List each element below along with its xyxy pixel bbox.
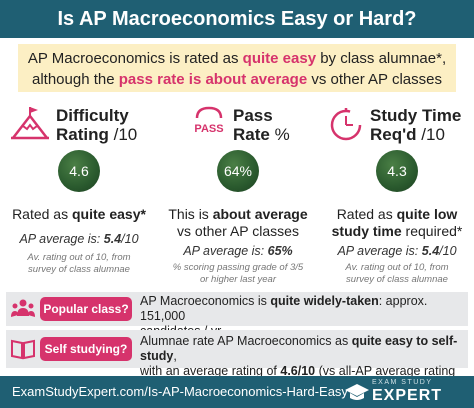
- study-verdict: Rated as quite low study time required*: [322, 206, 472, 240]
- difficulty-value-circle: 4.6: [58, 150, 100, 192]
- row-text-part: ,: [173, 349, 177, 363]
- row-text-highlight: quite easy to self-study: [140, 334, 458, 363]
- avg-label: AP average is:: [183, 244, 268, 258]
- heading-unit: /10: [416, 125, 445, 144]
- pass-verdict: This is about average vs other AP classes: [163, 206, 313, 240]
- pass-icon-text: PASS: [194, 123, 223, 135]
- pass-heading: Pass Rate %: [233, 106, 290, 144]
- verdict-highlight: quite easy*: [72, 206, 146, 222]
- stopwatch-icon: [330, 108, 362, 141]
- graduation-cap-icon: [345, 384, 369, 400]
- brand-top-text: EXAM STUDY: [372, 379, 433, 386]
- pass-rate-column: PASS Pass Rate % 64% This is about avera…: [159, 104, 315, 286]
- note-line-2: survey of class alumnae: [28, 264, 130, 275]
- intro-text: vs other AP classes: [307, 71, 442, 88]
- pass-value-circle: 64%: [217, 150, 259, 192]
- row-text-highlight: 4.6/10: [280, 364, 316, 378]
- avg-value: 5.4: [103, 232, 122, 246]
- verdict-text: Rated as: [12, 206, 72, 222]
- heading-line-1: Pass: [233, 106, 273, 125]
- heading-line-2: Rate: [233, 125, 270, 144]
- intro-box: AP Macroeconomics is rated as quite easy…: [18, 44, 456, 92]
- mountain-flag-icon: [11, 107, 49, 140]
- intro-highlight: pass rate is about average: [118, 71, 308, 88]
- intro-text: AP Macroeconomics is rated as: [27, 50, 243, 67]
- difficulty-verdict: Rated as quite easy*: [4, 206, 154, 223]
- verdict-highlight: about average: [212, 206, 308, 222]
- intro-line-1: AP Macroeconomics is rated as quite easy…: [18, 48, 456, 69]
- note-line-1: % scoring passing grade of 3/5: [172, 262, 304, 273]
- brand-name: EXPERT: [372, 387, 443, 404]
- note-line-2: or higher last year: [199, 274, 277, 285]
- pass-average: AP average is: 65%: [163, 244, 313, 258]
- verdict-text: required*: [401, 223, 463, 239]
- people-icon: [11, 299, 35, 317]
- title-bar: Is AP Macroeconomics Easy or Hard?: [0, 0, 474, 38]
- self-study-label: Self studying?: [40, 337, 132, 361]
- avg-unit: /10: [121, 232, 139, 246]
- row-text-part: Alumnae rate AP Macroeconomics as: [140, 334, 352, 348]
- heading-line-2: Req'd: [370, 125, 417, 144]
- heading-unit: /10: [108, 125, 138, 144]
- study-value-circle: 4.3: [376, 150, 418, 192]
- difficulty-column: Difficulty Rating /10 4.6 Rated as quite…: [0, 104, 156, 284]
- pass-note: % scoring passing grade of 3/5 or higher …: [163, 262, 313, 286]
- pass-badge-icon: PASS: [194, 106, 224, 135]
- row-text-part: with an average rating of: [140, 364, 281, 378]
- verdict-text: Rated as: [336, 206, 397, 222]
- avg-value: 5.4: [421, 244, 440, 258]
- difficulty-average: AP average is: 5.4/10: [4, 232, 154, 246]
- heading-line-1: Study Time: [370, 106, 462, 125]
- footer-bar: ExamStudyExpert.com/Is-AP-Macroeconomics…: [0, 376, 474, 408]
- avg-label: AP average is:: [337, 244, 422, 258]
- footer-url-link[interactable]: ExamStudyExpert.com/Is-AP-Macroeconomics…: [12, 384, 348, 399]
- study-heading: Study Time Req'd /10: [370, 106, 461, 144]
- avg-unit: /10: [439, 244, 457, 258]
- row-text-part: AP Macroeconomics is: [140, 294, 271, 308]
- note-line-1: Av. rating out of 10, from: [345, 262, 449, 273]
- row-text-highlight: quite widely-taken: [270, 294, 379, 308]
- note-line-2: survey of class alumnae: [346, 274, 448, 285]
- intro-text: by class alumnae*,: [316, 50, 447, 67]
- verdict-highlight: quite low: [396, 206, 458, 222]
- avg-value: 65%: [267, 244, 293, 258]
- difficulty-heading: Difficulty Rating /10: [56, 106, 137, 144]
- page-title: Is AP Macroeconomics Easy or Hard?: [57, 8, 417, 30]
- intro-text: although the: [32, 71, 119, 88]
- avg-label: AP average is:: [19, 232, 104, 246]
- heading-unit: %: [269, 125, 290, 144]
- popular-class-row: Popular class? AP Macroeconomics is quit…: [6, 292, 468, 338]
- brand-logo[interactable]: EXAM STUDY EXPERT: [344, 379, 464, 405]
- row-text-part: : approx. 151,000: [140, 294, 428, 323]
- popular-class-label: Popular class?: [40, 297, 132, 321]
- verdict-highlight: study time: [331, 223, 402, 239]
- difficulty-note: Av. rating out of 10, from survey of clas…: [4, 252, 154, 276]
- intro-line-2: although the pass rate is about average …: [18, 69, 456, 90]
- verdict-text: vs other AP classes: [177, 223, 299, 239]
- note-line-1: Av. rating out of 10, from: [27, 252, 131, 263]
- open-book-icon: [11, 339, 35, 360]
- study-note: Av. rating out of 10, from survey of clas…: [322, 262, 472, 286]
- heading-line-1: Difficulty: [56, 106, 129, 125]
- study-average: AP average is: 5.4/10: [322, 244, 472, 258]
- intro-highlight: quite easy: [242, 50, 317, 67]
- verdict-text: This is: [168, 206, 213, 222]
- self-study-row: Self studying? Alumnae rate AP Macroecon…: [6, 330, 468, 393]
- heading-line-2: Rating: [56, 125, 109, 144]
- study-time-column: Study Time Req'd /10 4.3 Rated as quite …: [318, 104, 474, 286]
